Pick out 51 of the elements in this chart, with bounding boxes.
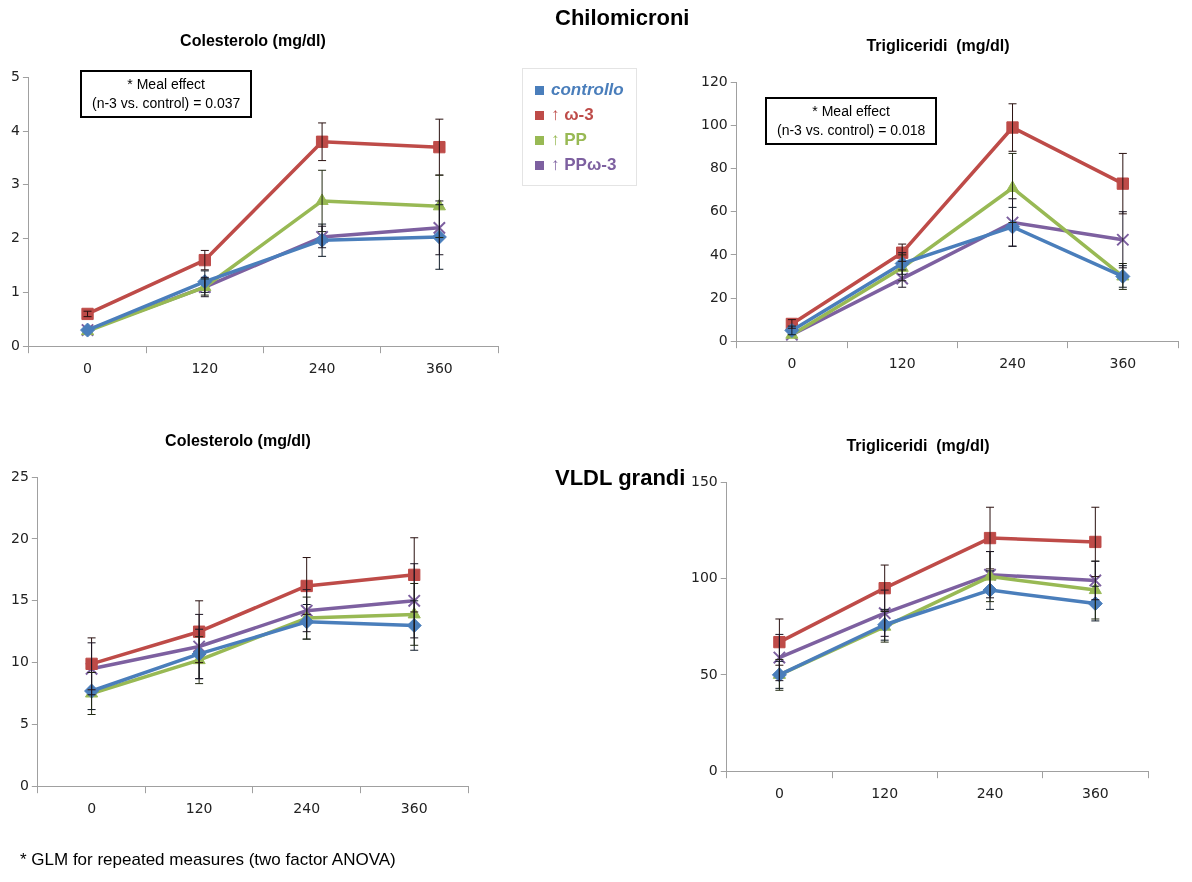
x-tick-label: 120 xyxy=(185,800,213,817)
annotation: * Meal effect (n-3 vs. control) = 0.018 xyxy=(765,97,938,145)
y-tick-label: 0 xyxy=(718,331,728,348)
y-tick-label: 100 xyxy=(690,569,718,586)
x-tick-label: 0 xyxy=(83,360,92,377)
y-tick-label: 1 xyxy=(10,283,20,300)
y-tick-label: 10 xyxy=(10,653,29,670)
x-tick-label: 0 xyxy=(87,800,97,817)
y-tick-label: 50 xyxy=(699,665,718,682)
x-tick-label: 120 xyxy=(191,360,219,377)
legend-label: ↑ ω-3 xyxy=(550,104,595,126)
annotation: * Meal effect (n-3 vs. control) = 0.037 xyxy=(80,70,253,118)
y-tick-label: 120 xyxy=(700,72,728,89)
x-tick-label: 360 xyxy=(1109,355,1137,372)
chart-title: Colesterolo (mg/dl) xyxy=(180,32,326,50)
x-tick-label: 240 xyxy=(976,785,1004,802)
y-tick-label: 2 xyxy=(10,229,20,246)
y-tick-label: 5 xyxy=(10,67,20,84)
y-tick-label: 0 xyxy=(10,336,20,353)
y-tick-label: 0 xyxy=(708,761,718,778)
y-tick-label: 5 xyxy=(19,715,29,732)
chart-title: Trigliceridi (mg/dl) xyxy=(846,437,990,455)
x-tick-label: 360 xyxy=(426,360,453,377)
y-tick-label: 3 xyxy=(10,175,20,192)
text: * GLM for repeated measures (two factor ANOVA) xyxy=(20,850,396,870)
x-tick-label: 240 xyxy=(999,355,1026,372)
y-tick-label: 40 xyxy=(709,245,728,262)
y-tick-label: 100 xyxy=(700,116,728,133)
y-tick-label: 25 xyxy=(10,467,29,484)
text: VLDL grandi xyxy=(555,465,686,491)
chart-title: Colesterolo (mg/dl) xyxy=(165,432,311,450)
x-tick-label: 0 xyxy=(774,785,784,802)
x-tick-label: 120 xyxy=(888,355,916,372)
legend-label: ↑ PPω-3 xyxy=(550,154,618,176)
x-tick-label: 120 xyxy=(871,785,899,802)
text: Chilomicroni xyxy=(555,5,690,31)
y-tick-label: 20 xyxy=(10,529,29,546)
y-tick-label: 60 xyxy=(709,202,728,219)
x-tick-label: 0 xyxy=(787,355,797,372)
x-tick-label: 240 xyxy=(293,800,321,817)
y-tick-label: 4 xyxy=(10,121,20,138)
x-tick-label: 360 xyxy=(1081,785,1109,802)
y-tick-label: 20 xyxy=(709,288,728,305)
legend-label: ↑ PP xyxy=(550,129,588,151)
chart-title: Trigliceridi (mg/dl) xyxy=(866,37,1010,55)
x-tick-label: 360 xyxy=(400,800,428,817)
x-tick-label: 240 xyxy=(308,360,336,377)
y-tick-label: 150 xyxy=(690,472,718,489)
legend-label: controllo xyxy=(550,79,624,101)
y-tick-label: 15 xyxy=(10,591,29,608)
y-tick-label: 80 xyxy=(709,159,728,176)
